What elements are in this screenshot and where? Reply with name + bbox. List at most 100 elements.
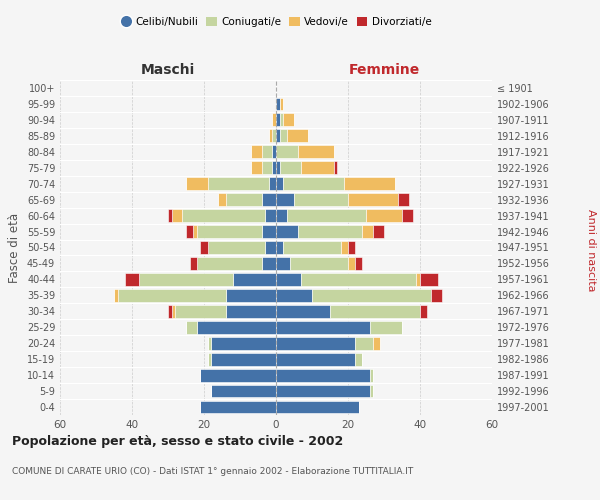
Bar <box>276 241 283 254</box>
Bar <box>276 194 294 206</box>
Bar <box>283 241 341 254</box>
Bar <box>262 225 276 238</box>
Bar <box>269 178 276 190</box>
Bar <box>280 162 301 174</box>
Bar <box>272 130 276 142</box>
Bar <box>276 98 280 110</box>
Bar <box>262 162 272 174</box>
Bar <box>287 209 366 222</box>
Bar <box>355 257 362 270</box>
Bar <box>276 209 287 222</box>
Bar <box>186 178 208 190</box>
Bar <box>208 353 211 366</box>
Bar <box>370 321 402 334</box>
Bar <box>276 257 290 270</box>
Bar <box>276 400 359 413</box>
Bar <box>262 194 276 206</box>
Bar <box>276 289 312 302</box>
Bar <box>283 114 294 126</box>
Bar <box>114 289 118 302</box>
Y-axis label: Fasce di età: Fasce di età <box>8 212 21 282</box>
Bar <box>208 241 265 254</box>
Bar <box>197 257 262 270</box>
Bar <box>348 257 355 270</box>
Bar <box>366 209 402 222</box>
Text: Femmine: Femmine <box>349 63 419 77</box>
Bar <box>373 225 384 238</box>
Bar <box>431 289 442 302</box>
Bar <box>312 289 431 302</box>
Text: Popolazione per età, sesso e stato civile - 2002: Popolazione per età, sesso e stato civil… <box>12 435 343 448</box>
Bar <box>276 130 280 142</box>
Bar <box>265 209 276 222</box>
Bar <box>280 98 283 110</box>
Bar <box>280 114 283 126</box>
Bar <box>200 400 276 413</box>
Bar <box>208 337 211 349</box>
Bar <box>348 241 355 254</box>
Bar <box>341 241 348 254</box>
Bar <box>200 368 276 382</box>
Bar <box>355 353 362 366</box>
Bar <box>348 194 398 206</box>
Bar <box>190 257 197 270</box>
Bar <box>420 273 438 286</box>
Bar <box>276 321 370 334</box>
Bar <box>211 353 276 366</box>
Bar <box>276 353 355 366</box>
Bar <box>298 146 334 158</box>
Bar <box>272 146 276 158</box>
Bar <box>118 289 226 302</box>
Bar <box>330 305 420 318</box>
Bar <box>276 337 355 349</box>
Bar <box>276 368 370 382</box>
Bar <box>226 305 276 318</box>
Bar <box>298 225 362 238</box>
Bar <box>276 114 280 126</box>
Bar <box>373 337 380 349</box>
Bar <box>301 162 334 174</box>
Bar <box>276 178 283 190</box>
Bar <box>294 194 348 206</box>
Bar <box>197 225 262 238</box>
Bar <box>334 162 337 174</box>
Bar <box>172 305 175 318</box>
Bar <box>276 273 301 286</box>
Bar <box>226 289 276 302</box>
Bar <box>355 337 373 349</box>
Bar <box>416 273 420 286</box>
Bar <box>251 146 262 158</box>
Bar <box>287 130 308 142</box>
Bar <box>301 273 416 286</box>
Bar <box>272 162 276 174</box>
Text: COMUNE DI CARATE URIO (CO) - Dati ISTAT 1° gennaio 2002 - Elaborazione TUTTITALI: COMUNE DI CARATE URIO (CO) - Dati ISTAT … <box>12 468 413 476</box>
Bar <box>197 321 276 334</box>
Bar <box>290 257 348 270</box>
Bar <box>280 130 287 142</box>
Bar <box>175 305 226 318</box>
Bar <box>208 178 269 190</box>
Bar <box>211 384 276 398</box>
Text: Anni di nascita: Anni di nascita <box>586 209 596 291</box>
Bar <box>276 225 298 238</box>
Bar <box>276 384 370 398</box>
Bar <box>370 368 373 382</box>
Legend: Celibi/Nubili, Coniugati/e, Vedovi/e, Divorziati/e: Celibi/Nubili, Coniugati/e, Vedovi/e, Di… <box>116 12 436 32</box>
Bar <box>402 209 413 222</box>
Bar <box>251 162 262 174</box>
Bar <box>420 305 427 318</box>
Bar <box>272 114 276 126</box>
Bar <box>265 241 276 254</box>
Bar <box>398 194 409 206</box>
Text: Maschi: Maschi <box>141 63 195 77</box>
Bar <box>211 337 276 349</box>
Bar <box>262 146 272 158</box>
Bar <box>269 130 272 142</box>
Bar <box>218 194 226 206</box>
Bar <box>362 225 373 238</box>
Bar <box>182 209 265 222</box>
Bar <box>262 257 276 270</box>
Bar <box>200 241 208 254</box>
Bar <box>139 273 233 286</box>
Bar <box>125 273 139 286</box>
